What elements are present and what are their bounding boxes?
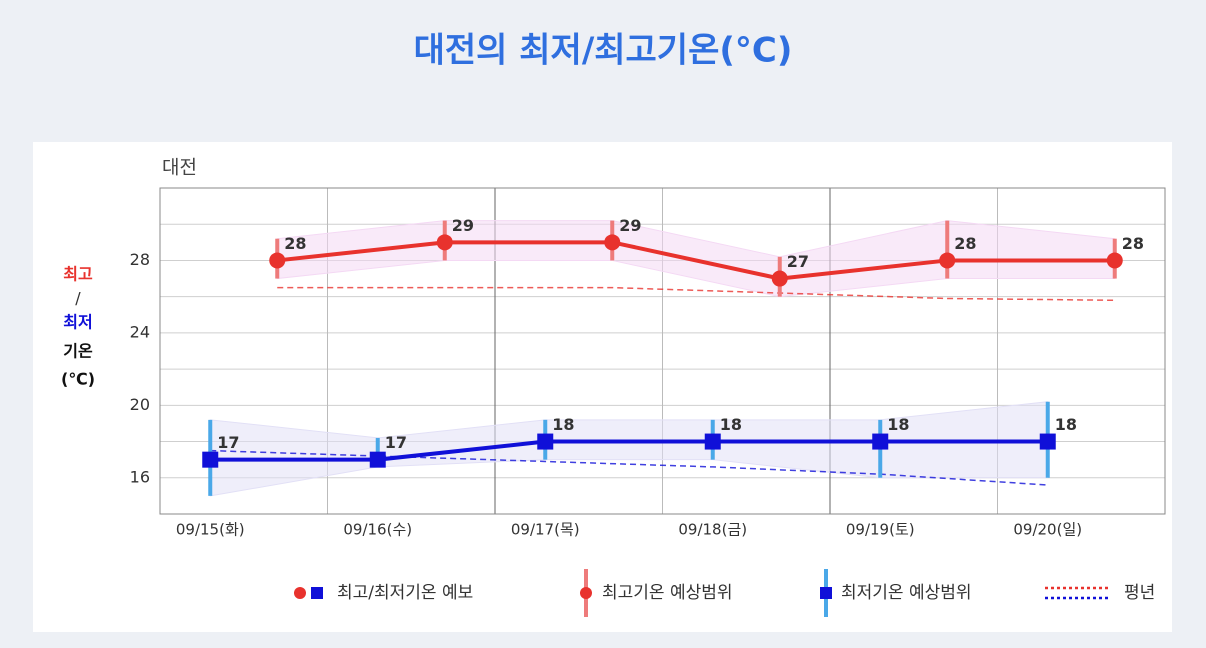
data-label: 18 [887,415,909,434]
data-label: 18 [552,415,574,434]
data-label: 29 [452,216,474,235]
chart-panel [33,142,1172,632]
y-label: / [75,289,81,308]
legend-label: 최고/최저기온 예보 [337,583,473,603]
forecast-line [210,439,1048,462]
data-label: 29 [619,216,641,235]
legend-label: 평년 [1124,583,1155,603]
point [1039,433,1056,450]
data-label: 27 [787,252,809,271]
forecast-line [277,240,1115,281]
point [202,451,219,468]
plot-frame [159,187,1166,515]
legend-icon [580,587,592,599]
x-tick-label: 09/20(일) [1013,521,1082,539]
legend-label: 최고기온 예상범위 [602,583,733,603]
x-tick-label: 09/17(목) [511,521,580,539]
y-tick-label: 28 [130,250,150,269]
y-label: 기온 [63,342,93,361]
legend-icon [294,587,306,599]
data-label: 28 [284,234,306,253]
point [604,234,621,251]
point [269,252,286,269]
point [1106,252,1123,269]
chart-subtitle: 대전 [162,157,197,179]
legend-label: 최저기온 예상범위 [841,583,972,603]
x-tick-label: 09/15(화) [176,521,245,539]
data-label: 17 [385,433,407,452]
point [939,252,956,269]
point [369,451,386,468]
y-tick-label: 24 [130,322,150,341]
y-label: (℃) [61,370,95,389]
y-tick-label: 20 [130,395,150,414]
data-label: 18 [1055,415,1077,434]
chart-title: 대전의 최저/최고기온(°C) [414,31,793,71]
point [537,433,554,450]
x-tick-label: 09/19(토) [846,521,915,539]
legend-icon [311,587,323,599]
data-label: 28 [954,234,976,253]
y-label: 최고 [63,265,93,284]
point [436,234,453,251]
data-label: 17 [217,433,239,452]
legend-icon [820,587,832,599]
point [704,433,721,450]
point [771,270,788,287]
data-label: 28 [1122,234,1144,253]
y-label: 최저 [63,313,92,332]
point [872,433,889,450]
x-tick-label: 09/16(수) [343,521,412,539]
data-label: 18 [720,415,742,434]
y-tick-label: 16 [130,467,150,486]
x-tick-label: 09/18(금) [678,521,747,539]
